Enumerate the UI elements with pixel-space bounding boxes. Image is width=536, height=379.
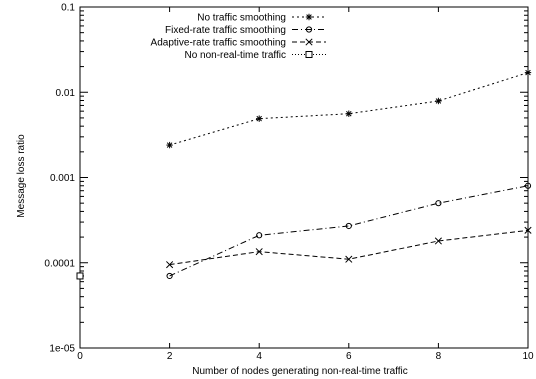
data-point [346,110,352,117]
y-axis-title: Message loss ratio [16,134,27,218]
legend-label: No traffic smoothing [197,13,286,24]
data-point [166,261,174,269]
legend-marker [305,26,313,33]
data-point [256,115,262,122]
series-3 [166,226,532,269]
data-point [345,255,353,263]
series-lines [76,69,532,280]
data-point [524,226,532,234]
series-2 [166,182,532,280]
legend-label: Fixed-rate traffic smoothing [165,25,286,36]
legend-label: No non-real-time traffic [184,50,286,61]
data-point [435,200,442,207]
series-4 [76,272,84,280]
y-tick-label: 1e-05 [49,344,75,355]
axis-ticks: 0 2 4 6 8 10 1e-05 0.0001 0.001 0.01 0.1 [44,3,534,363]
data-point [524,182,532,189]
data-point [166,272,173,280]
x-axis-title: Number of nodes generating non-real-time… [192,366,407,377]
y-tick-label: 0.1 [61,3,75,14]
data-point [256,232,263,239]
series-line [169,72,529,146]
data-point [435,98,442,104]
plot-frame [79,6,529,349]
series-1 [166,69,532,149]
data-point [345,222,352,230]
x-tick-label: 2 [167,351,173,362]
data-point [76,272,84,280]
data-point [525,69,531,76]
series-line [169,185,529,277]
legend-label: Adaptive-rate traffic smoothing [151,38,286,49]
x-tick-label: 6 [346,351,352,362]
data-point [166,142,173,148]
x-tick-label: 10 [522,351,534,362]
legend-marker [306,14,312,20]
y-tick-label: 0.01 [56,88,76,99]
data-point [255,248,263,256]
x-tick-label: 0 [77,351,83,362]
x-tick-label: 4 [256,351,262,362]
legend-marker [305,38,313,46]
y-tick-label: 0.0001 [44,258,75,269]
legend-marker [305,51,313,58]
y-tick-label: 0.001 [50,173,75,184]
plot-frame-rect [79,6,529,349]
data-point [434,237,442,245]
x-tick-label: 8 [436,351,442,362]
